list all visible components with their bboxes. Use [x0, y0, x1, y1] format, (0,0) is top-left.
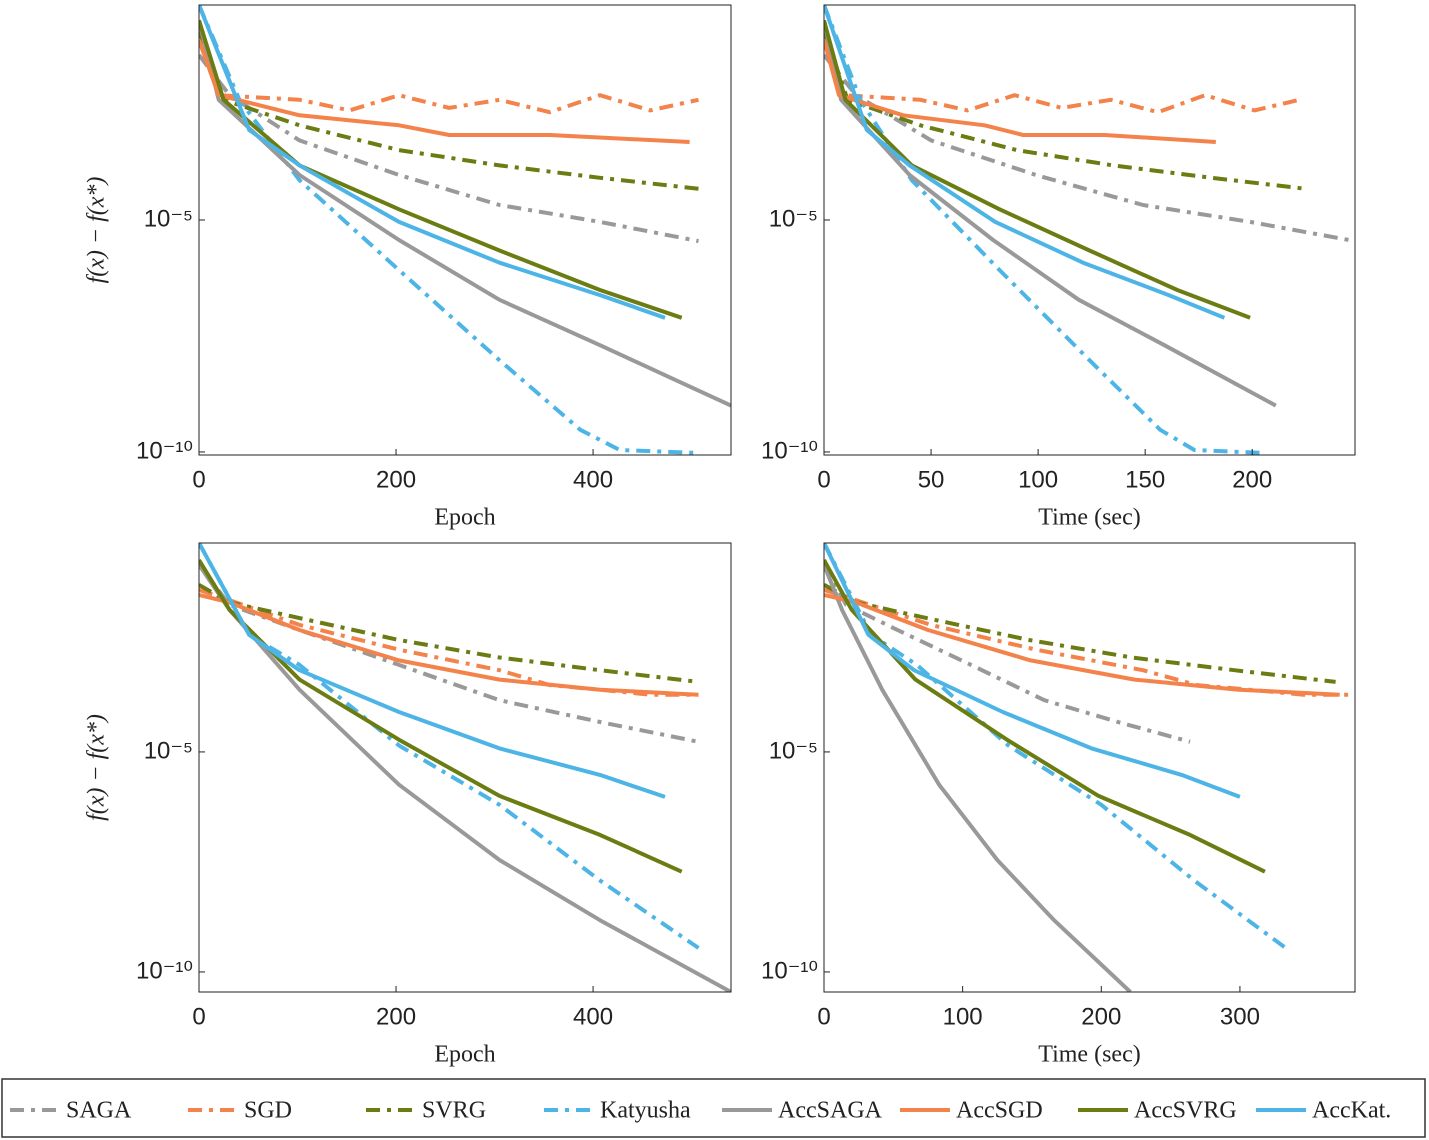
series-line [824, 563, 1191, 744]
series-line [824, 592, 1340, 697]
series-line [824, 39, 1216, 144]
y-tick-label: 10⁻¹⁰ [136, 957, 193, 984]
series-line [199, 39, 690, 144]
x-tick-label: 200 [376, 1003, 416, 1030]
x-axis-label: Epoch [434, 505, 495, 531]
x-axis-label: Time (sec) [1038, 1042, 1140, 1068]
plot-area [824, 5, 1355, 455]
x-tick-label: 400 [573, 1003, 613, 1030]
x-tick-label: 0 [192, 466, 205, 493]
series-line [199, 563, 699, 744]
legend-label: AccSAGA [778, 1098, 883, 1124]
plot-area [824, 543, 1355, 992]
x-axis-label: Time (sec) [1038, 505, 1140, 531]
y-axis-label: f(x) − f(x*) [84, 714, 110, 821]
x-tick-label: 100 [1018, 466, 1058, 493]
x-tick-label: 150 [1125, 466, 1165, 493]
plot-frame [198, 542, 732, 993]
plot-frame [198, 4, 732, 456]
x-tick-label: 50 [918, 466, 945, 493]
x-tick-label: 200 [1081, 1003, 1121, 1030]
x-tick-label: 300 [1220, 1003, 1260, 1030]
x-axis-label: Epoch [434, 1042, 495, 1068]
series-line [824, 19, 1251, 320]
series-line [824, 543, 1241, 799]
legend-label: AccSGD [956, 1098, 1043, 1124]
legend-label: Katyusha [600, 1098, 691, 1124]
y-tick-label: 10⁻¹⁰ [761, 437, 818, 464]
y-tick-label: 10⁻⁵ [144, 205, 193, 232]
legend-label: AccKat. [1312, 1098, 1391, 1124]
series-line [199, 39, 699, 115]
legend-label: SVRG [422, 1098, 486, 1124]
plot-lines [199, 543, 731, 992]
y-tick-label: 10⁻⁵ [769, 205, 818, 232]
x-tick-label: 100 [943, 1003, 983, 1030]
x-tick-label: 400 [573, 466, 613, 493]
x-tick-label: 200 [1232, 466, 1272, 493]
y-tick-label: 10⁻⁵ [769, 737, 818, 764]
series-line [199, 19, 731, 408]
y-axis-label: f(x) − f(x*) [84, 177, 110, 284]
legend-label: SGD [244, 1098, 292, 1124]
x-tick-label: 0 [817, 1003, 830, 1030]
plot-area [199, 5, 731, 455]
y-tick-label: 10⁻⁵ [144, 737, 193, 764]
series-line [199, 5, 666, 320]
series-line [824, 5, 1266, 455]
plot-lines [824, 5, 1355, 455]
legend-label: SAGA [66, 1098, 132, 1124]
legend-box [1, 1078, 1426, 1138]
series-line [824, 19, 1277, 408]
series-line [824, 53, 1355, 244]
y-tick-label: 10⁻¹⁰ [136, 437, 193, 464]
series-line [824, 587, 1355, 697]
plot-frame [823, 4, 1356, 456]
x-tick-label: 0 [192, 1003, 205, 1030]
y-tick-label: 10⁻¹⁰ [761, 957, 818, 984]
plot-lines [824, 543, 1355, 992]
legend-label: AccSVRG [1134, 1098, 1237, 1124]
series-line [199, 19, 683, 320]
series-line [199, 543, 666, 799]
x-tick-label: 200 [376, 466, 416, 493]
plot-frame [823, 542, 1356, 993]
series-line [824, 559, 1266, 874]
plot-area [199, 543, 731, 992]
series-line [199, 558, 683, 874]
series-line [824, 563, 1132, 992]
x-tick-label: 0 [817, 466, 830, 493]
series-line [199, 5, 699, 455]
series-line [824, 39, 1300, 115]
plot-lines [199, 5, 731, 455]
series-line [824, 5, 1226, 320]
